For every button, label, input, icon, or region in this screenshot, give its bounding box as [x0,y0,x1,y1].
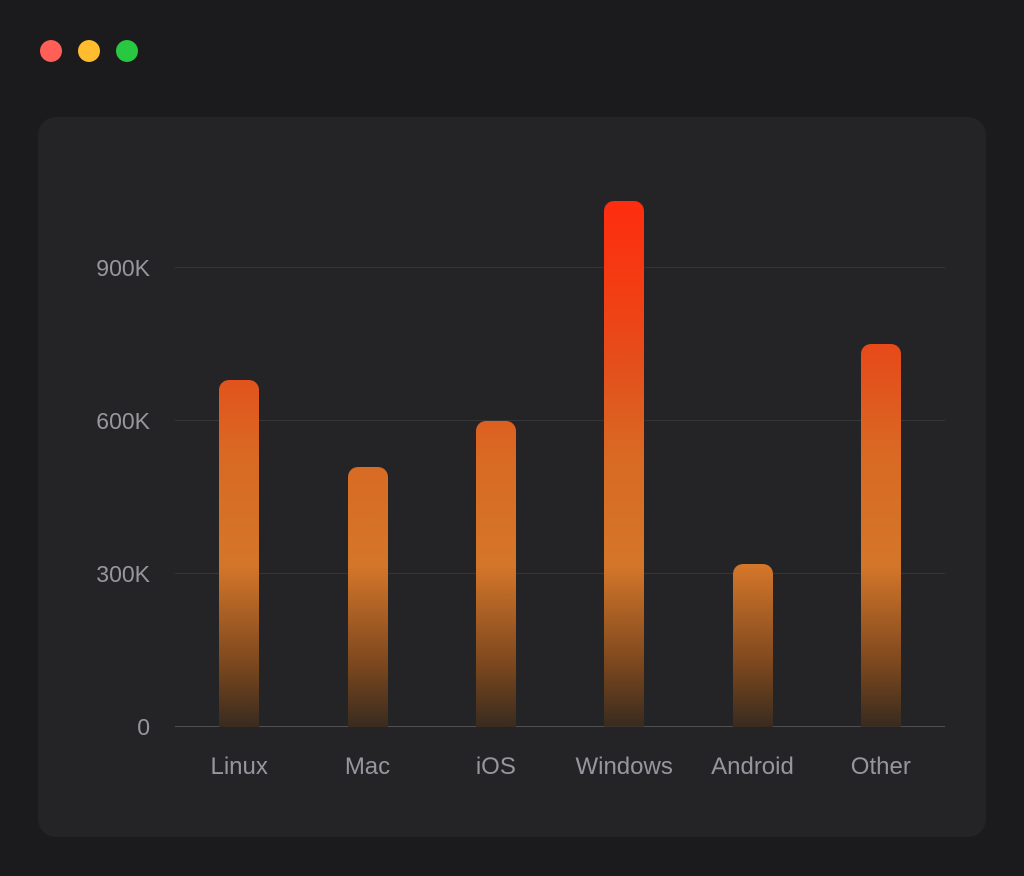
window-titlebar [40,40,138,62]
x-axis-line [175,726,945,727]
gridline-300k [175,572,945,574]
x-tick-label-linux: Linux [210,753,268,780]
gridline-900k [175,266,945,268]
x-tick-label-other: Other [850,753,911,780]
gridline-600k [175,419,945,421]
bar-android [732,563,773,727]
close-window-button[interactable] [40,40,62,62]
x-axis-labels: Linux Mac iOS Windows Android Other [175,753,945,781]
y-tick-label-900k: 900K [96,254,150,281]
bar-other [860,344,901,727]
bar-ios [475,420,516,727]
minimize-window-button[interactable] [78,40,100,62]
x-tick-label-ios: iOS [475,753,516,780]
y-tick-label-0: 0 [137,714,150,740]
bar-mac [347,466,388,727]
chart-card: 900K 600K 300K 0 Linux Mac iOS Windows Android O… [38,117,986,837]
y-axis-labels: 900K 600K 300K 0 [38,191,150,740]
zoom-window-button[interactable] [116,40,138,62]
plot-area [175,191,945,727]
x-tick-label-android: Android [711,753,794,780]
y-tick-label-300k: 300K [96,560,150,587]
bar-windows [604,201,645,727]
y-tick-label-600k: 600K [96,407,150,434]
x-tick-label-mac: Mac [344,753,391,780]
x-tick-label-windows: Windows [575,753,673,780]
bar-linux [219,379,260,727]
